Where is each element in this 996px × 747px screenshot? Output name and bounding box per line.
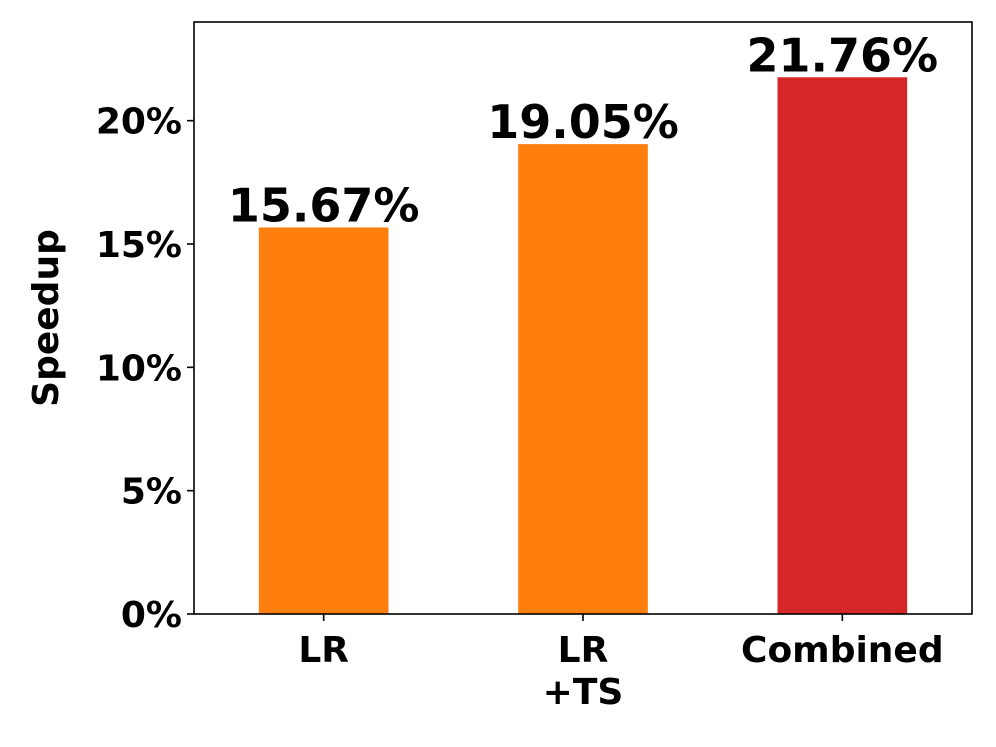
y-axis-label: Speedup (26, 229, 67, 407)
bar-2 (777, 77, 908, 614)
y-axis-ticks: 0% 5% 10% 15% 20% (96, 102, 194, 636)
data-label-2: 21.76% (747, 28, 939, 82)
bar-0 (258, 227, 389, 614)
bar-1 (518, 144, 648, 614)
data-label-0: 15.67% (228, 178, 420, 232)
y-tick-label-3: 15% (96, 225, 182, 266)
y-tick-label-1: 5% (121, 472, 182, 513)
bars-layer (258, 77, 908, 614)
x-tick-label-0-0: LR (298, 630, 349, 671)
data-label-1: 19.05% (487, 95, 679, 149)
y-tick-label-2: 10% (96, 348, 182, 389)
y-tick-label-4: 20% (96, 102, 182, 143)
x-tick-label-2-0: Combined (741, 630, 944, 671)
x-tick-label-1-0: LR (558, 630, 609, 671)
x-tick-label-1-1: +TS (543, 672, 624, 713)
y-tick-label-0: 0% (121, 595, 182, 636)
data-labels-layer: 15.67% 19.05% 21.76% (228, 28, 938, 232)
